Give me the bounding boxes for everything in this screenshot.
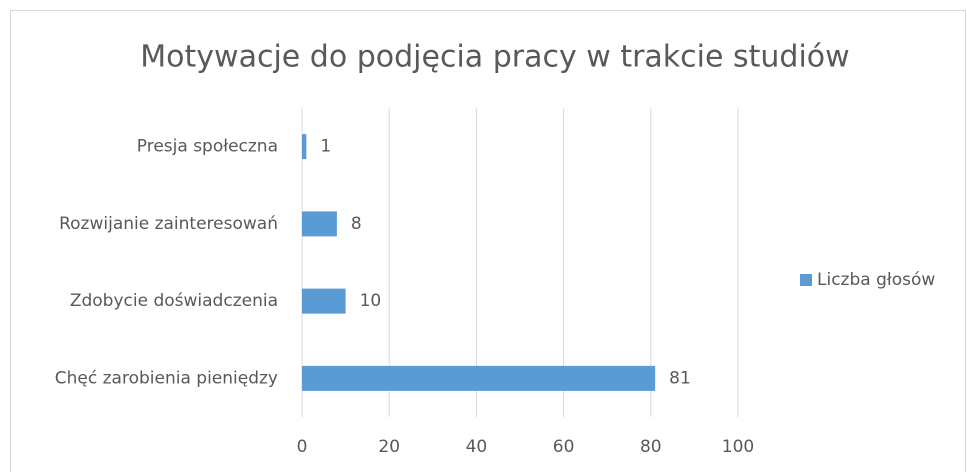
data-label: 8	[351, 214, 362, 234]
data-label: 1	[320, 137, 331, 157]
bar	[302, 365, 656, 391]
data-label: 81	[669, 368, 691, 388]
x-tick-label: 20	[378, 437, 400, 457]
x-tick-label: 0	[297, 437, 308, 457]
x-tick-label: 100	[722, 437, 754, 457]
data-label: 10	[360, 291, 382, 311]
bar	[302, 211, 337, 237]
legend-label: Liczba głosów	[817, 270, 935, 290]
x-tick-label: 60	[553, 437, 575, 457]
chart-frame	[10, 10, 966, 476]
bar	[302, 134, 307, 160]
y-tick-label: Rozwijanie zainteresowań	[59, 214, 278, 234]
y-tick-label: Zdobycie doświadczenia	[70, 291, 278, 311]
bar	[302, 288, 346, 314]
x-tick-label: 40	[466, 437, 488, 457]
y-tick-label: Presja społeczna	[137, 137, 278, 157]
y-tick-label: Chęć zarobienia pieniędzy	[55, 368, 278, 388]
chart-title: Motywacje do podjęcia pracy w trakcie st…	[140, 40, 849, 75]
x-tick-label: 80	[640, 437, 662, 457]
legend-swatch	[800, 274, 812, 286]
